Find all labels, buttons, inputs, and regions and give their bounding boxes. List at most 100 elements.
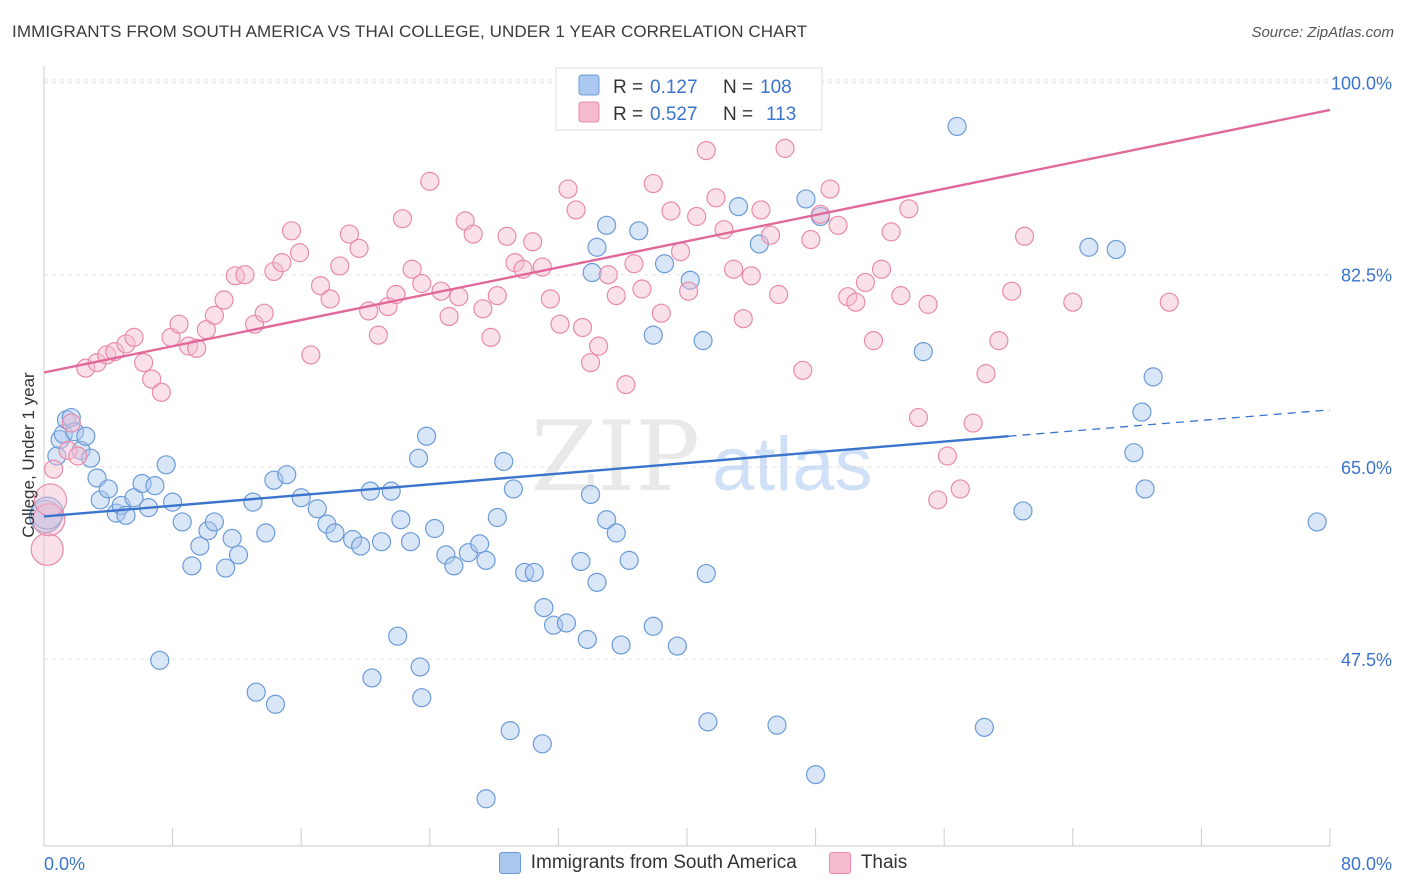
data-point bbox=[632, 279, 652, 299]
data-point bbox=[947, 116, 967, 137]
data-point bbox=[214, 290, 234, 310]
data-point bbox=[420, 171, 440, 191]
data-point bbox=[444, 556, 464, 576]
y-axis-label: College, Under 1 year bbox=[19, 372, 38, 538]
data-point bbox=[1013, 501, 1033, 521]
x-tick-label: 80.0% bbox=[1341, 854, 1392, 874]
data-point bbox=[362, 668, 382, 688]
data-point bbox=[524, 562, 544, 583]
data-point bbox=[928, 490, 948, 510]
data-point bbox=[289, 243, 310, 263]
data-point bbox=[566, 200, 586, 220]
data-point bbox=[769, 284, 789, 305]
data-point bbox=[216, 558, 236, 578]
data-point bbox=[619, 550, 639, 570]
legend-r-value-1: 0.127 bbox=[650, 77, 698, 98]
data-point bbox=[616, 374, 636, 395]
data-point bbox=[913, 342, 933, 362]
legend-r-label-1: R = bbox=[613, 77, 643, 98]
data-point bbox=[950, 479, 970, 499]
series-legend: Immigrants from South America Thais bbox=[0, 852, 1406, 874]
data-point bbox=[855, 272, 876, 293]
data-point bbox=[388, 626, 408, 646]
legend-item-immigrants[interactable]: Immigrants from South America bbox=[498, 852, 797, 874]
data-point bbox=[349, 238, 369, 258]
data-point bbox=[698, 712, 718, 732]
legend-swatch-thais bbox=[578, 101, 600, 123]
legend-n-label-2: N = bbox=[723, 104, 753, 125]
trend-lines bbox=[43, 108, 1331, 518]
data-point bbox=[881, 222, 901, 242]
data-point bbox=[523, 232, 543, 252]
data-point bbox=[580, 353, 601, 373]
data-point bbox=[532, 734, 552, 754]
data-point bbox=[182, 556, 202, 576]
legend-swatch bbox=[828, 852, 851, 874]
data-point bbox=[976, 364, 996, 384]
data-point bbox=[58, 440, 78, 461]
data-point bbox=[606, 523, 626, 543]
data-point bbox=[151, 382, 171, 402]
data-point bbox=[204, 512, 224, 532]
x-tick-label: 0.0% bbox=[44, 854, 85, 874]
data-point bbox=[828, 215, 848, 235]
legend-r-value-2: 0.527 bbox=[650, 104, 698, 125]
data-point bbox=[1159, 292, 1179, 312]
data-point bbox=[32, 503, 66, 537]
data-point bbox=[272, 253, 292, 273]
data-point bbox=[343, 529, 363, 550]
data-point bbox=[463, 224, 483, 244]
data-point bbox=[571, 551, 591, 572]
data-point bbox=[989, 331, 1009, 351]
data-point bbox=[425, 518, 445, 539]
data-point bbox=[1063, 292, 1083, 312]
data-point bbox=[246, 682, 266, 702]
data-point bbox=[497, 226, 517, 246]
data-point bbox=[235, 265, 255, 285]
data-point bbox=[98, 479, 118, 499]
data-point bbox=[68, 446, 88, 466]
data-point bbox=[963, 413, 983, 433]
data-point bbox=[391, 510, 411, 530]
data-point bbox=[696, 563, 716, 584]
data-point bbox=[687, 206, 707, 227]
data-point bbox=[310, 276, 331, 296]
data-point bbox=[412, 688, 432, 708]
chart-title: IMMIGRANTS FROM SOUTH AMERICA VS THAI CO… bbox=[12, 22, 808, 41]
data-point bbox=[190, 536, 210, 556]
data-point bbox=[439, 306, 459, 327]
data-point bbox=[400, 532, 421, 552]
data-point bbox=[597, 510, 617, 530]
data-point bbox=[487, 507, 507, 528]
data-point bbox=[863, 331, 884, 351]
data-point bbox=[124, 327, 144, 347]
y-tick-label: 47.5% bbox=[1341, 650, 1392, 670]
data-point bbox=[871, 259, 892, 279]
data-point bbox=[134, 353, 154, 373]
data-point bbox=[974, 717, 994, 737]
data-point bbox=[751, 200, 771, 220]
data-point bbox=[820, 179, 840, 199]
legend-item-thais[interactable]: Thais bbox=[828, 852, 907, 874]
data-point bbox=[1106, 239, 1126, 260]
data-point bbox=[793, 360, 813, 380]
data-point bbox=[243, 492, 263, 512]
data-point bbox=[587, 572, 607, 592]
data-point bbox=[801, 229, 821, 250]
data-point bbox=[1014, 226, 1035, 246]
data-point bbox=[767, 715, 787, 735]
data-point bbox=[661, 201, 681, 221]
source-label: Source: ZipAtlas.com bbox=[1251, 24, 1394, 41]
data-point bbox=[532, 257, 552, 277]
data-point bbox=[937, 446, 958, 466]
data-point bbox=[556, 613, 577, 633]
data-point bbox=[412, 273, 432, 294]
data-point bbox=[156, 455, 176, 475]
data-point bbox=[408, 448, 429, 468]
data-point bbox=[339, 224, 360, 244]
data-point bbox=[733, 309, 753, 329]
data-point bbox=[503, 479, 523, 499]
watermark-atlas: atlas bbox=[712, 422, 873, 507]
data-point bbox=[307, 499, 327, 519]
legend-n-value-1: 108 bbox=[760, 77, 792, 98]
